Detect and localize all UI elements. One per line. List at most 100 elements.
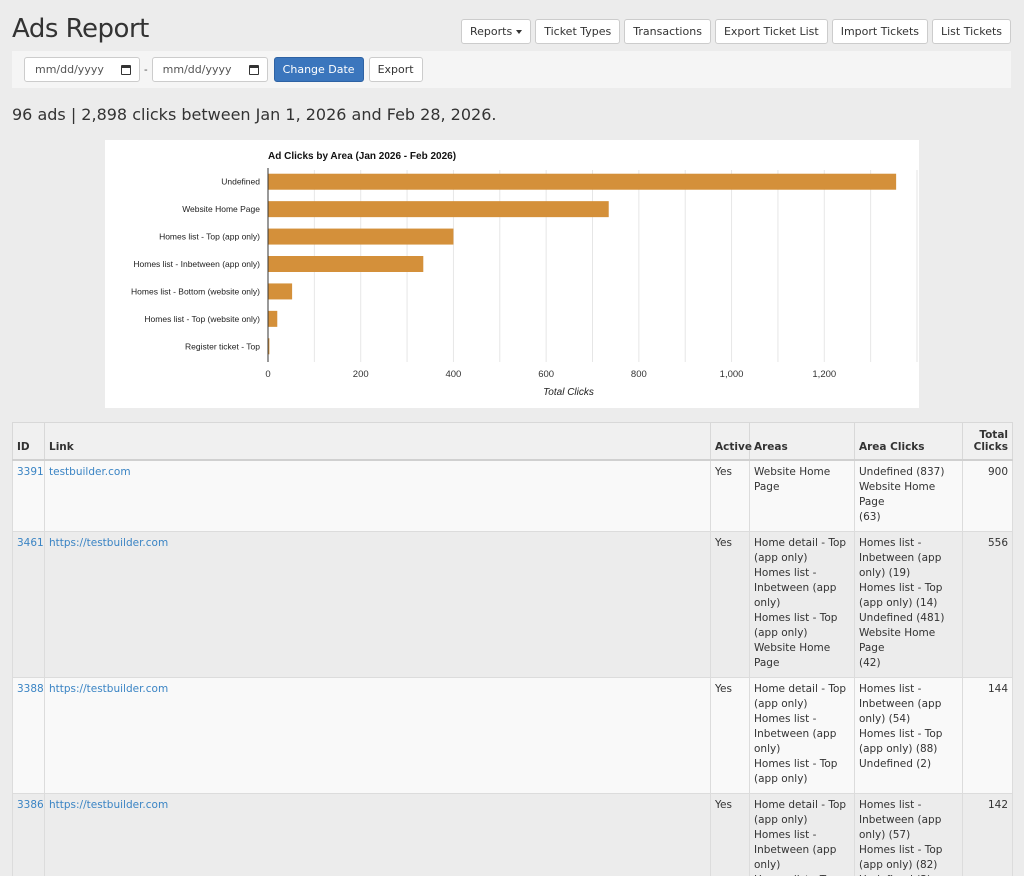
cell-area-clicks: Homes list - Inbetween (app only) (19) Home… <box>854 531 963 678</box>
area-line: Homes list - Top <box>754 873 850 876</box>
ad-id-link[interactable]: 3391 <box>17 466 44 478</box>
ad-url-link[interactable]: https://testbuilder.com <box>49 683 169 695</box>
chart-bar <box>268 173 897 190</box>
end-date-placeholder: mm/dd/yyyy <box>162 63 232 76</box>
area-click-line: Homes list - <box>859 799 922 811</box>
chart-title: Ad Clicks by Area (Jan 2026 - Feb 2026) <box>268 151 456 162</box>
cell-link: https://testbuilder.com <box>44 677 711 794</box>
area-click-line: Homes list - Top <box>859 582 943 594</box>
date-filter-bar: mm/dd/yyyy - mm/dd/yyyy Change Date Expo… <box>12 51 1011 88</box>
cell-link: testbuilder.com <box>44 459 711 532</box>
cell-link: https://testbuilder.com <box>44 793 711 876</box>
area-click-line: Homes list - Top <box>859 844 943 856</box>
column-header-id[interactable]: ID <box>12 422 45 461</box>
chart-bar <box>268 228 454 245</box>
column-header-area-clicks[interactable]: Area Clicks <box>854 422 963 461</box>
end-date-input[interactable]: mm/dd/yyyy <box>151 57 268 82</box>
area-line: Homes list - Top <box>754 612 838 624</box>
chart-x-tick-label: 0 <box>265 369 270 380</box>
cell-area-clicks: Homes list - Inbetween (app only) (54) Home… <box>854 677 963 794</box>
change-date-button[interactable]: Change Date <box>273 57 364 82</box>
area-line: Page <box>754 657 780 669</box>
chart-category-label: Website Home Page <box>182 204 260 214</box>
area-line: Homes list - Top <box>754 758 838 770</box>
cell-id: 3391 <box>12 459 45 532</box>
cell-id: 3386 <box>12 793 45 876</box>
area-line: only) <box>754 859 781 871</box>
area-line: Website Home <box>754 642 831 654</box>
cell-area-clicks: Homes list - Inbetween (app only) (57) Home… <box>854 793 963 876</box>
area-line: (app only) <box>754 698 808 710</box>
reports-button-label: Reports <box>470 25 513 38</box>
cell-total-clicks: 144 <box>962 677 1013 794</box>
cell-areas: Home detail - Top (app only) Homes list - I… <box>749 793 855 876</box>
area-click-line: Website Home Page <box>859 481 936 508</box>
column-header-link[interactable]: Link <box>44 422 711 461</box>
chart-category-label: Undefined <box>221 177 260 187</box>
chart-bar <box>268 310 278 327</box>
cell-active: Yes <box>710 459 750 532</box>
table-row: 3388 https://testbuilder.com Yes Home detai… <box>12 677 1013 794</box>
chart-x-tick-label: 600 <box>538 369 554 380</box>
area-click-line: (app only) (14) <box>859 597 938 609</box>
ticket-types-button[interactable]: Ticket Types <box>535 19 621 44</box>
cell-total-clicks: 142 <box>962 793 1013 876</box>
area-click-line: (63) <box>859 511 881 523</box>
area-line: only) <box>754 743 781 755</box>
area-click-line: Homes list - <box>859 537 922 549</box>
chart-bar <box>268 256 424 272</box>
table-row: 3461 https://testbuilder.com Yes Home detai… <box>12 531 1013 678</box>
chart-bar <box>268 338 270 355</box>
area-click-line: (app only) (88) <box>859 743 938 755</box>
export-button[interactable]: Export <box>368 57 423 82</box>
chart-category-label: Homes list - Top (website only) <box>144 314 260 324</box>
area-line: (app only) <box>754 773 808 785</box>
area-line: only) <box>754 597 781 609</box>
export-ticket-list-button[interactable]: Export Ticket List <box>714 19 828 44</box>
cell-id: 3388 <box>12 677 45 794</box>
cell-total-clicks: 556 <box>962 531 1013 678</box>
ad-url-link[interactable]: https://testbuilder.com <box>49 799 169 811</box>
report-summary: 96 ads | 2,898 clicks between Jan 1, 202… <box>12 105 497 124</box>
start-date-input[interactable]: mm/dd/yyyy <box>24 57 140 82</box>
area-line: Home detail - Top <box>754 537 847 549</box>
cell-active: Yes <box>710 531 750 678</box>
chart-x-tick-label: 400 <box>445 369 461 380</box>
table-row: 3386 https://testbuilder.com Yes Home detai… <box>12 793 1013 876</box>
table-row: 3391 testbuilder.com Yes Website Home Page Un… <box>12 459 1013 532</box>
column-header-areas[interactable]: Areas <box>749 422 855 461</box>
area-click-line: Homes list - <box>859 683 922 695</box>
list-tickets-button[interactable]: List Tickets <box>932 19 1011 44</box>
column-header-total-clicks[interactable]: Total Clicks <box>962 422 1013 461</box>
area-click-line: Inbetween (app <box>859 814 942 826</box>
import-tickets-button[interactable]: Import Tickets <box>831 19 928 44</box>
transactions-button[interactable]: Transactions <box>624 19 711 44</box>
area-line: Inbetween (app <box>754 844 837 856</box>
ad-url-link[interactable]: https://testbuilder.com <box>49 537 169 549</box>
chart-x-tick-label: 200 <box>353 369 369 380</box>
table-header-row: ID Link Active Areas Area Clicks Total C… <box>12 422 1013 461</box>
chart-x-tick-label: 1,000 <box>720 369 744 380</box>
table-body: 3391 testbuilder.com Yes Website Home Page Un… <box>12 459 1013 876</box>
column-header-active[interactable]: Active <box>710 422 752 461</box>
area-line: Homes list - <box>754 829 817 841</box>
ad-id-link[interactable]: 3388 <box>17 683 44 695</box>
ad-id-link[interactable]: 3461 <box>17 537 44 549</box>
ad-url-link[interactable]: testbuilder.com <box>49 466 131 478</box>
date-separator: - <box>144 63 148 76</box>
caret-down-icon <box>516 29 523 34</box>
area-line: Homes list - <box>754 567 817 579</box>
reports-dropdown-button[interactable]: Reports <box>461 19 532 44</box>
total-header-line1: Total <box>979 429 1008 441</box>
calendar-icon[interactable] <box>121 64 131 75</box>
area-click-line: Undefined (481) <box>859 612 945 624</box>
area-line: (app only) <box>754 627 808 639</box>
ad-id-link[interactable]: 3386 <box>17 799 44 811</box>
cell-areas: Home detail - Top (app only) Homes list - I… <box>749 531 855 678</box>
area-click-line: Website Home Page <box>859 627 936 654</box>
area-line: Inbetween (app <box>754 582 837 594</box>
calendar-icon[interactable] <box>248 64 259 75</box>
chart-x-tick-label: 800 <box>631 369 647 380</box>
cell-id: 3461 <box>12 531 45 678</box>
area-click-line: only) (57) <box>859 829 911 841</box>
